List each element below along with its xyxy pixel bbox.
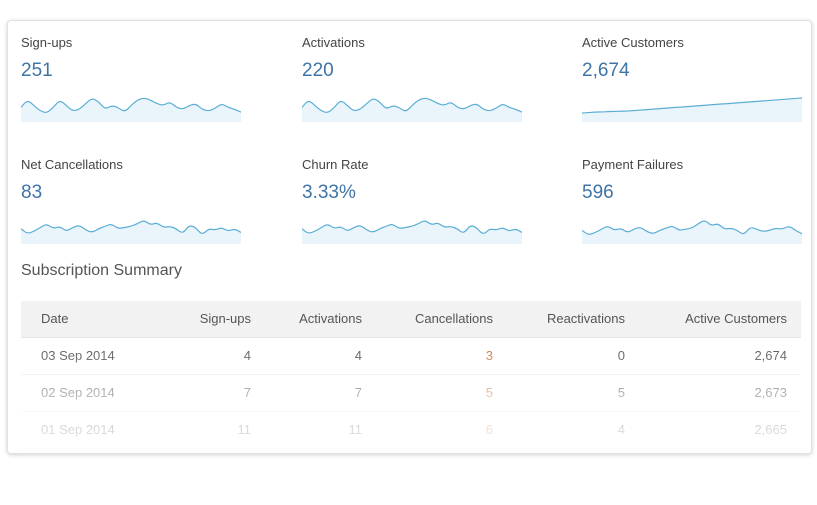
cell-signups: 7 (243, 385, 251, 400)
sparkline-area (302, 221, 522, 244)
sparkline-area (582, 98, 802, 122)
metrics-grid: Sign-ups 251 Activations 220 Active Cust… (21, 35, 802, 265)
activations-sparkline (302, 97, 522, 122)
sparkline-line (21, 220, 241, 234)
metric-active-customers[interactable]: Active Customers 2,674 (582, 35, 802, 135)
cell-cancellations: 6 (485, 422, 493, 437)
metric-value: 3.33% (302, 182, 356, 203)
active-customers-sparkline (582, 97, 802, 122)
sparkline-line (21, 97, 241, 113)
table-row[interactable]: 01 Sep 2014 11 11 6 4 2,665 (21, 412, 801, 449)
header-active-customers[interactable]: Active Customers (685, 311, 787, 326)
cell-active-customers: 2,674 (754, 348, 787, 363)
metric-payment-failures[interactable]: Payment Failures 596 (582, 157, 802, 257)
metric-label: Net Cancellations (21, 157, 123, 172)
metric-label: Payment Failures (582, 157, 684, 172)
signups-sparkline (21, 97, 241, 122)
metric-value: 2,674 (582, 60, 630, 81)
net-cancellations-sparkline (21, 220, 241, 244)
metric-value: 220 (302, 60, 334, 81)
metric-value: 83 (21, 182, 43, 203)
cell-activations: 7 (354, 385, 362, 400)
metric-label: Active Customers (582, 35, 684, 50)
metric-label: Sign-ups (21, 35, 73, 50)
cell-cancellations: 3 (485, 348, 493, 363)
header-activations[interactable]: Activations (299, 311, 362, 326)
table-row[interactable]: 02 Sep 2014 7 7 5 5 2,673 (21, 375, 801, 412)
dashboard-card: Sign-ups 251 Activations 220 Active Cust… (7, 20, 812, 454)
sparkline-area (302, 98, 522, 122)
metric-churn-rate[interactable]: Churn Rate 3.33% (302, 157, 522, 257)
sparkline-line (582, 220, 802, 235)
metric-label: Churn Rate (302, 157, 369, 172)
cell-active-customers: 2,673 (754, 385, 787, 400)
header-signups[interactable]: Sign-ups (199, 311, 251, 326)
metric-value: 251 (21, 60, 53, 81)
subscription-summary-table: Date Sign-ups Activations Cancellations … (21, 301, 801, 449)
cell-cancellations: 5 (485, 385, 493, 400)
cell-activations: 4 (354, 348, 362, 363)
sparkline-line (302, 97, 522, 113)
header-reactivations[interactable]: Reactivations (546, 311, 625, 326)
sparkline-area (21, 221, 241, 244)
metric-value: 596 (582, 182, 614, 203)
sparkline-area (582, 221, 802, 244)
header-date[interactable]: Date (41, 311, 69, 326)
cell-date: 02 Sep 2014 (41, 385, 115, 400)
metric-label: Activations (302, 35, 365, 50)
churn-rate-sparkline (302, 220, 522, 244)
cell-reactivations: 4 (617, 422, 625, 437)
payment-failures-sparkline (582, 220, 802, 244)
cell-reactivations: 5 (617, 385, 625, 400)
sparkline-line (302, 220, 522, 234)
sparkline-area (21, 98, 241, 122)
metric-net-cancellations[interactable]: Net Cancellations 83 (21, 157, 241, 257)
header-cancellations[interactable]: Cancellations (414, 311, 493, 326)
cell-reactivations: 0 (617, 348, 625, 363)
cell-signups: 4 (243, 348, 251, 363)
cell-signups: 11 (237, 422, 252, 437)
cell-date: 03 Sep 2014 (41, 348, 115, 363)
table-header: Date Sign-ups Activations Cancellations … (21, 301, 801, 338)
metric-activations[interactable]: Activations 220 (302, 35, 522, 135)
sparkline-line (582, 97, 802, 114)
cell-date: 01 Sep 2014 (41, 422, 115, 437)
table-row[interactable]: 03 Sep 2014 4 4 3 0 2,674 (21, 338, 801, 375)
metric-signups[interactable]: Sign-ups 251 (21, 35, 241, 135)
cell-activations: 11 (348, 422, 363, 437)
section-title: Subscription Summary (21, 262, 182, 279)
cell-active-customers: 2,665 (754, 422, 787, 437)
